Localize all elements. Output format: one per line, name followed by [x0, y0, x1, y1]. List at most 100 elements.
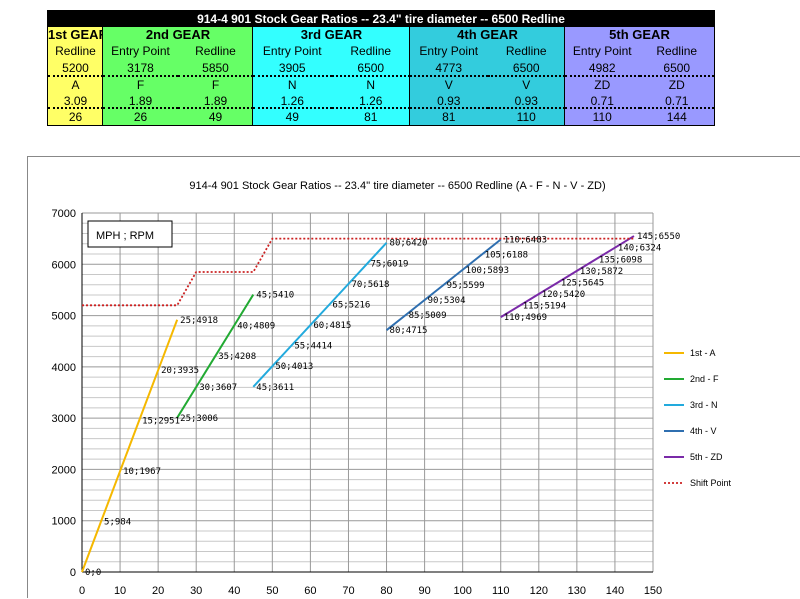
- table-cell-rpm: 3905: [253, 59, 332, 77]
- data-label: 15;2951: [142, 417, 180, 427]
- table-cell-ratio: 1.89: [103, 93, 178, 109]
- table-cell-rpm: 4982: [565, 59, 640, 77]
- data-label: 20;3935: [161, 366, 199, 376]
- y-tick-label: 4000: [52, 362, 76, 374]
- x-tick-label: 60: [304, 585, 316, 597]
- table-cell-code: F: [103, 77, 178, 93]
- data-label: 60;4815: [313, 321, 351, 331]
- x-tick-label: 80: [380, 585, 392, 597]
- table-cell-col-labels: Redline: [48, 43, 103, 59]
- data-label: 35;4208: [218, 352, 256, 362]
- table-cell-rpm: 6500: [487, 59, 565, 77]
- data-label: 80;6420: [390, 239, 428, 249]
- data-label: 10;1967: [123, 467, 161, 477]
- series-line-5: [500, 235, 635, 319]
- table-cell-ratio: 1.89: [178, 93, 253, 109]
- table-cell-ratio: 1.26: [253, 93, 332, 109]
- chart-svg: 914-4 901 Stock Gear Ratios -- 23.4'' ti…: [52, 180, 732, 597]
- series-line-2: [176, 294, 255, 419]
- gear-header: 3rd GEAR: [253, 27, 410, 43]
- table-cell-code: ZD: [639, 77, 714, 93]
- table-cell-col-labels: Entry Point: [103, 43, 178, 59]
- table-cell-rpm: 6500: [331, 59, 410, 77]
- data-label: 25;3006: [180, 414, 218, 424]
- legend-label: Shift Point: [690, 478, 732, 488]
- x-tick-label: 120: [530, 585, 548, 597]
- y-tick-label: 7000: [52, 208, 76, 220]
- legend-label: 1st - A: [690, 348, 716, 358]
- x-tick-label: 70: [342, 585, 354, 597]
- annotation-text: MPH ; RPM: [96, 230, 154, 242]
- table-cell-col-labels: Redline: [331, 43, 410, 59]
- data-label: 5;984: [104, 518, 131, 528]
- data-label: 0;0: [85, 568, 101, 578]
- table-cell-mph: 81: [410, 109, 488, 125]
- x-tick-label: 10: [114, 585, 126, 597]
- table-cell-col-labels: Redline: [639, 43, 714, 59]
- column-divider: [252, 27, 253, 125]
- table-cell-ratio: 3.09: [48, 93, 103, 109]
- x-tick-label: 20: [152, 585, 164, 597]
- data-label: 145;6550: [637, 232, 680, 242]
- table-cell-code: F: [178, 77, 253, 93]
- table-cell-mph: 26: [103, 109, 178, 125]
- legend-label: 3rd - N: [690, 400, 718, 410]
- y-tick-label: 2000: [52, 464, 76, 476]
- legend-label: 5th - ZD: [690, 452, 723, 462]
- data-label: 130;5872: [580, 267, 623, 277]
- series-line-6: [82, 237, 634, 307]
- data-label: 100;5893: [466, 266, 509, 276]
- legend-label: 4th - V: [690, 426, 717, 436]
- column-divider: [102, 27, 103, 125]
- column-divider: [564, 27, 565, 125]
- table-cell-code: N: [253, 77, 332, 93]
- x-tick-label: 0: [79, 585, 85, 597]
- x-tick-label: 130: [568, 585, 586, 597]
- data-label: 25;4918: [180, 316, 218, 326]
- table-cell-mph: 81: [331, 109, 410, 125]
- data-label: 55;4414: [294, 342, 332, 352]
- gear-header: 2nd GEAR: [103, 27, 253, 43]
- table-cell-rpm: 5850: [178, 59, 253, 77]
- gear-header: 4th GEAR: [410, 27, 565, 43]
- table-cell-ratio: 0.93: [410, 93, 488, 109]
- table-cell-rpm: 6500: [639, 59, 714, 77]
- data-label: 50;4013: [275, 362, 313, 372]
- chart-area: 914-4 901 Stock Gear Ratios -- 23.4'' ti…: [27, 156, 800, 598]
- data-label: 45;5410: [256, 291, 294, 301]
- data-label: 30;3607: [199, 383, 237, 393]
- table-cell-code: N: [331, 77, 410, 93]
- data-label: 70;5618: [351, 280, 389, 290]
- series-line-4: [385, 238, 502, 331]
- column-divider: [409, 27, 410, 125]
- gear-header: 5th GEAR: [565, 27, 714, 43]
- table-title: 914-4 901 Stock Gear Ratios -- 23.4" tir…: [48, 11, 714, 27]
- table-cell-rpm: 4773: [410, 59, 488, 77]
- x-tick-label: 30: [190, 585, 202, 597]
- data-label: 45;3611: [256, 383, 294, 393]
- y-tick-label: 0: [70, 567, 76, 579]
- table-cell-mph: 49: [178, 109, 253, 125]
- table-cell-mph: 110: [487, 109, 565, 125]
- data-label: 90;5304: [428, 296, 466, 306]
- y-tick-label: 6000: [52, 259, 76, 271]
- table-cell-ratio: 0.71: [565, 93, 640, 109]
- series-line-1: [81, 319, 179, 573]
- data-label: 75;6019: [371, 259, 409, 269]
- table-cell-ratio: 0.71: [639, 93, 714, 109]
- data-label: 65;5216: [332, 300, 370, 310]
- table-cell-mph: 110: [565, 109, 640, 125]
- data-label: 80;4715: [390, 326, 428, 336]
- x-tick-label: 50: [266, 585, 278, 597]
- data-label: 125;5645: [561, 278, 604, 288]
- table-cell-col-labels: Redline: [178, 43, 253, 59]
- legend-label: 2nd - F: [690, 374, 719, 384]
- gear-header: 1st GEAR: [48, 27, 103, 43]
- table-cell-col-labels: Entry Point: [253, 43, 332, 59]
- x-tick-label: 40: [228, 585, 240, 597]
- y-tick-label: 5000: [52, 311, 76, 323]
- data-label: 110;6483: [504, 236, 547, 246]
- table-cell-code: V: [487, 77, 565, 93]
- x-tick-label: 110: [492, 585, 510, 597]
- data-label: 110;4969: [504, 313, 547, 323]
